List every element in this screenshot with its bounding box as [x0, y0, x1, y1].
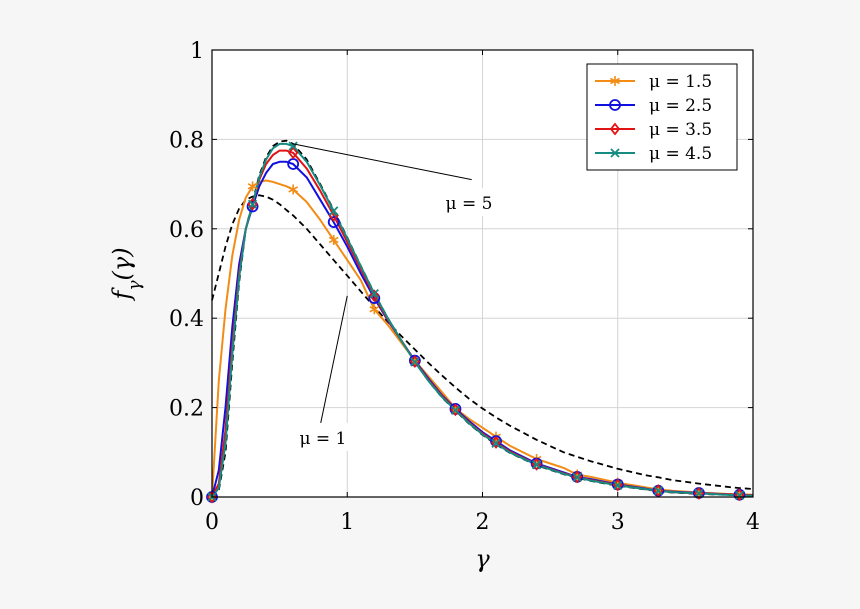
legend-entry: μ = 1.5: [649, 72, 712, 92]
y-tick-label: 0.2: [169, 397, 204, 422]
x-axis-title: γ: [475, 545, 490, 573]
series-0-point: [288, 184, 299, 195]
legend: μ = 1.5 μ = 2.5 μ = 3.5 μ = 4.5: [586, 63, 738, 171]
series-2-point: [369, 289, 380, 303]
x-tick-label: 4: [746, 510, 760, 535]
series-3-point: [613, 480, 623, 491]
legend-swatch-marker: [610, 148, 620, 158]
x-tick-label: 1: [340, 510, 354, 535]
x-tick-label: 3: [611, 510, 625, 535]
y-tick-label: 0.6: [169, 218, 204, 243]
legend-swatch-marker: [609, 122, 621, 136]
annotation-box: [286, 422, 359, 451]
series-3-point: [491, 438, 501, 448]
legend-entry: μ = 4.5: [649, 144, 712, 164]
legend-swatch-marker: [609, 99, 621, 111]
annotation-box: [432, 188, 505, 217]
series-0-point: [247, 181, 258, 192]
y-tick-label: 0.8: [169, 128, 204, 153]
annotation-pointer: [293, 143, 472, 181]
annotation-pointer: [319, 295, 348, 426]
series-1-point: [327, 216, 340, 228]
series-3-point: [572, 472, 582, 482]
annotation-label: μ = 5: [446, 194, 493, 214]
series-3-point: [653, 486, 663, 496]
series-3-point: [450, 405, 461, 415]
legend-entry: μ = 3.5: [649, 120, 712, 140]
series-line-3: [211, 142, 754, 498]
y-tick-label: 1: [190, 39, 204, 64]
series-2-point: [287, 146, 299, 160]
series-3-point: [247, 199, 258, 209]
series-3-point: [734, 490, 745, 500]
axis-ticks: 0 1 2 3 4 0 0.2 0.4 0.6 0.8 1: [169, 39, 760, 535]
series-0-point: [369, 304, 380, 315]
series-3-point: [329, 206, 339, 216]
x-tick-label: 0: [205, 510, 219, 535]
series-1-point: [246, 200, 259, 213]
series-markers: [206, 141, 746, 504]
legend-entry: μ = 2.5: [649, 96, 712, 116]
x-tick-label: 2: [476, 510, 490, 535]
legend-swatch-marker: [610, 76, 620, 86]
series-0-point: [328, 234, 339, 245]
series-3-point: [288, 141, 298, 151]
annotations: μ = 5 μ = 1: [286, 143, 505, 451]
annotation-label: μ = 1: [299, 429, 346, 449]
series-3-point: [369, 288, 379, 299]
y-tick-label: 0.4: [169, 307, 204, 332]
series-3-point: [694, 488, 704, 499]
y-tick-label: 0: [190, 486, 204, 511]
series-3-point: [531, 460, 542, 470]
series-3-point: [410, 357, 420, 367]
series-lines: [211, 139, 754, 498]
dashed-reference-line: [211, 194, 754, 490]
y-axis-title: fγ(γ): [108, 247, 145, 301]
